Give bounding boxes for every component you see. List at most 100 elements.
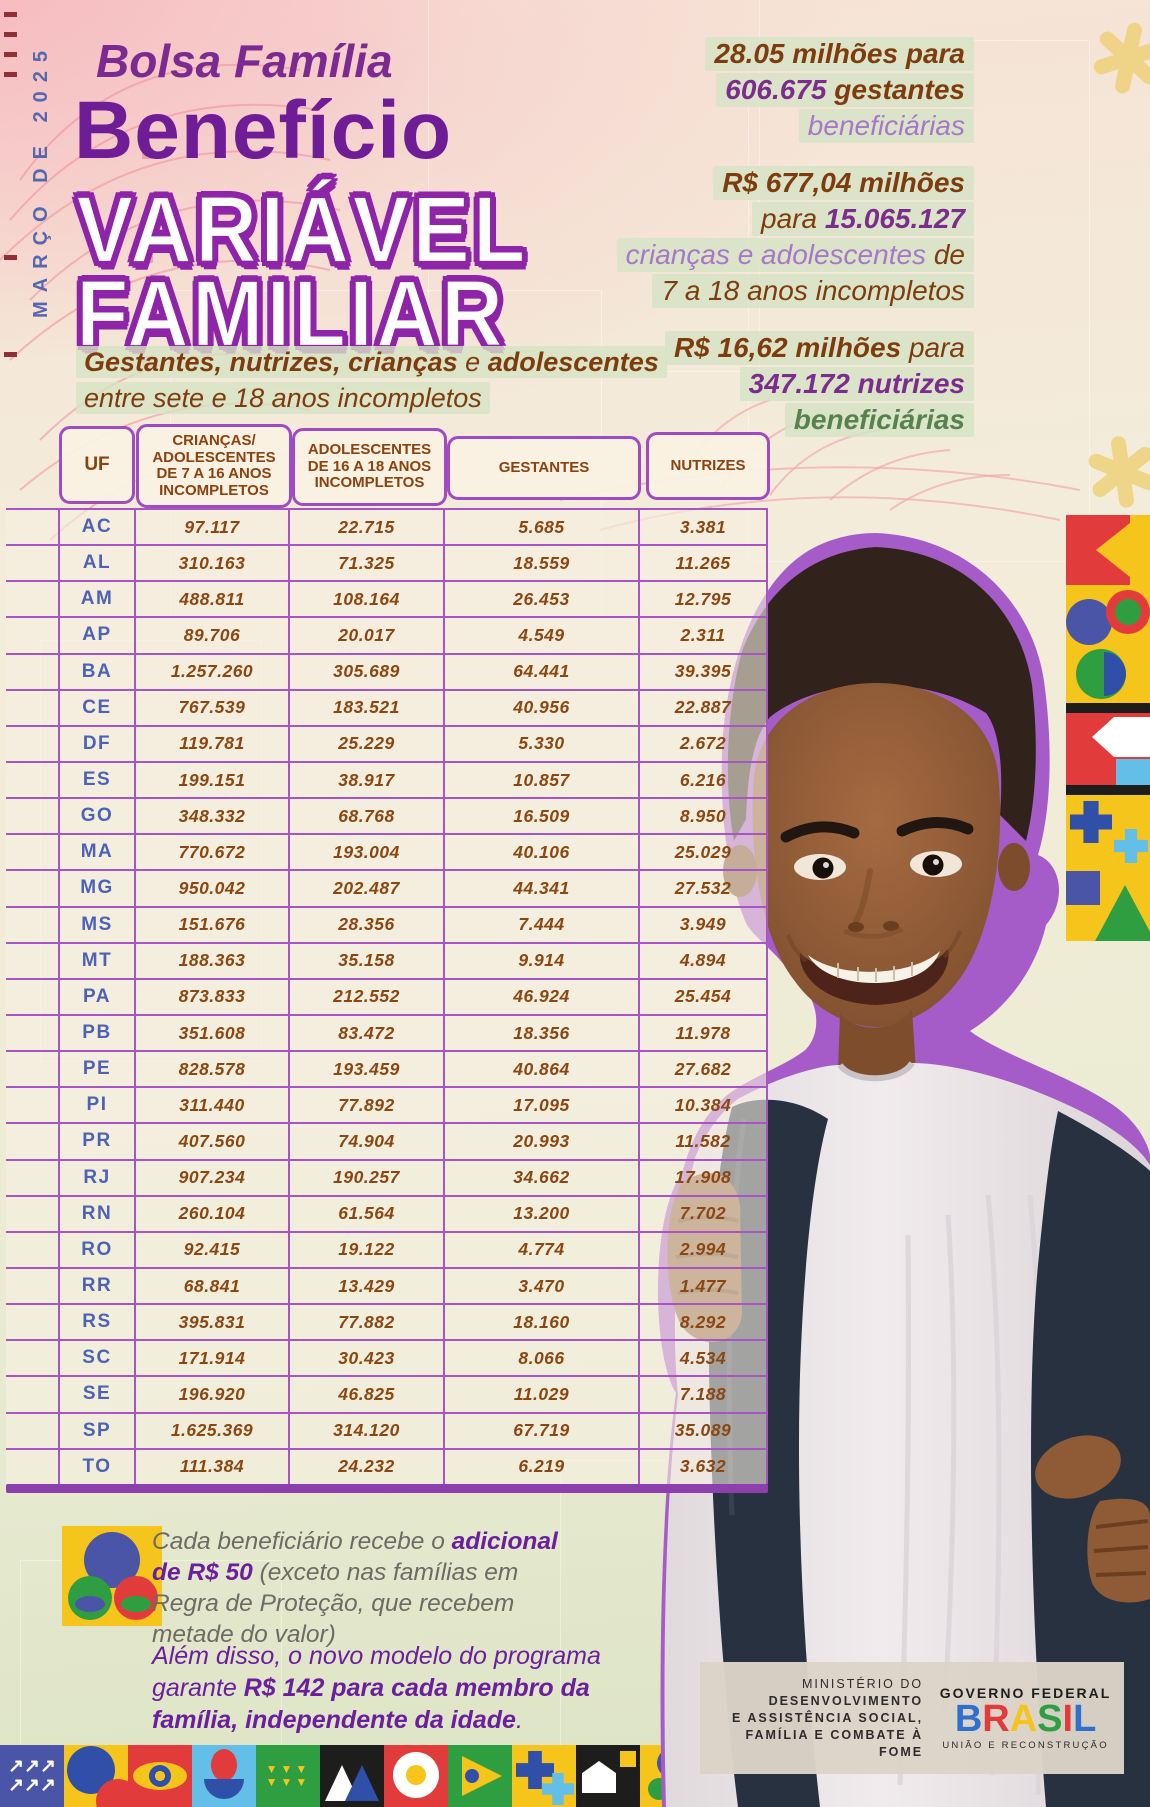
boy-photo xyxy=(657,533,1150,1807)
brasil-wordmark: BRASIL xyxy=(939,1700,1112,1738)
value-cell: 190.257 xyxy=(288,1160,443,1195)
table-row: AM 488.811 108.164 26.453 12.795 xyxy=(6,580,768,617)
value-cell: 68.841 xyxy=(134,1268,288,1304)
value-cell: 35.158 xyxy=(288,943,443,978)
gutter-cell xyxy=(6,1124,58,1159)
uf-cell: SE xyxy=(58,1377,134,1412)
value-cell: 4.774 xyxy=(443,1232,638,1267)
gutter-cell xyxy=(6,1052,58,1087)
gutter-cell xyxy=(6,1341,58,1376)
eye-tile-icon xyxy=(128,1745,192,1807)
stat-line: 7 a 18 anos incompletos xyxy=(354,274,974,308)
value-cell: 13.200 xyxy=(443,1196,638,1231)
value-cell: 10.384 xyxy=(638,1088,768,1123)
gutter-cell xyxy=(6,979,58,1014)
uniao-reconstrucao-tagline: UNIÃO E RECONSTRUÇÃO xyxy=(942,1740,1109,1751)
value-cell: 38.917 xyxy=(288,762,443,798)
value-cell: 3.381 xyxy=(638,510,768,545)
value-cell: 1.257.260 xyxy=(134,654,288,689)
table-row: ES 199.151 38.917 10.857 6.216 xyxy=(6,760,768,798)
value-cell: 24.232 xyxy=(288,1449,443,1484)
gutter-cell xyxy=(6,1268,58,1304)
table-bottom-bar xyxy=(6,1483,768,1493)
benefit-title: Benefício xyxy=(74,85,453,176)
value-cell: 92.415 xyxy=(134,1232,288,1267)
table-row: CE 767.539 183.521 40.956 22.887 xyxy=(6,688,768,725)
pattern-halfdisc-icon xyxy=(1066,647,1150,703)
value-cell: 11.978 xyxy=(638,1015,768,1051)
table-row: MT 188.363 35.158 9.914 4.894 xyxy=(6,941,768,978)
table-row: SE 196.920 46.825 11.029 7.188 xyxy=(6,1375,768,1412)
uf-cell: CE xyxy=(58,690,134,725)
ministry-line: E ASSISTÊNCIA SOCIAL, xyxy=(732,1710,924,1725)
date-vertical-label: MARÇO DE 2025 xyxy=(30,42,52,318)
stat-line: 606.675 gestantes xyxy=(354,73,974,107)
table-row: PB 351.608 83.472 18.356 11.978 xyxy=(6,1013,768,1051)
value-cell: 4.894 xyxy=(638,943,768,978)
dash-decoration xyxy=(4,352,17,357)
uf-cell: AL xyxy=(58,546,134,581)
stat-line: beneficiárias xyxy=(354,109,974,143)
value-cell: 30.423 xyxy=(288,1341,443,1376)
pattern-cross-icon xyxy=(1066,795,1150,869)
value-cell: 18.559 xyxy=(443,546,638,581)
table-row: RR 68.841 13.429 3.470 1.477 xyxy=(6,1266,768,1304)
benefit-title-variavel: VARIÁVEL xyxy=(75,176,529,284)
stat-line: para 15.065.127 xyxy=(354,202,974,236)
table-row: GO 348.332 68.768 16.509 8.950 xyxy=(6,797,768,834)
value-cell: 212.552 xyxy=(288,979,443,1014)
value-cell: 17.908 xyxy=(638,1160,768,1195)
value-cell: 68.768 xyxy=(288,799,443,834)
table-header-row: UF CRIANÇAS/ ADOLESCENTES DE 7 A 16 ANOS… xyxy=(6,424,770,508)
value-cell: 488.811 xyxy=(134,582,288,617)
value-cell: 108.164 xyxy=(288,582,443,617)
value-cell: 3.470 xyxy=(443,1268,638,1304)
table-row: DF 119.781 25.229 5.330 2.672 xyxy=(6,724,768,761)
cross-tile-icon xyxy=(512,1745,576,1807)
government-logo-block: MINISTÉRIO DO DESENVOLVIMENTO E ASSISTÊNCI… xyxy=(700,1662,1124,1774)
table-row: AL 310.163 71.325 18.559 11.265 xyxy=(6,544,768,581)
value-cell: 34.662 xyxy=(443,1160,638,1195)
bolsa-familia-logo-icon xyxy=(62,1526,162,1626)
governo-federal-label: GOVERNO FEDERAL xyxy=(939,1685,1112,1701)
table-body: AC 97.117 22.715 5.685 3.381 AL 310.163 71.325 1… xyxy=(6,508,768,1484)
value-cell: 950.042 xyxy=(134,871,288,906)
table-row: TO 111.384 24.232 6.219 3.632 xyxy=(6,1447,768,1484)
uf-cell: SC xyxy=(58,1341,134,1376)
value-cell: 199.151 xyxy=(134,762,288,798)
uf-cell: PR xyxy=(58,1124,134,1159)
arrows-tile-icon: ↗↗↗ ↗↗↗ xyxy=(0,1745,64,1807)
ministry-text: MINISTÉRIO DO DESENVOLVIMENTO E ASSISTÊNCI… xyxy=(700,1676,923,1761)
value-cell: 12.795 xyxy=(638,582,768,617)
value-cell: 8.950 xyxy=(638,799,768,834)
value-cell: 13.429 xyxy=(288,1268,443,1304)
value-cell: 44.341 xyxy=(443,871,638,906)
stat-line: R$ 16,62 milhões para xyxy=(354,331,974,365)
dash-decoration xyxy=(4,72,17,77)
stat-block: R$ 677,04 milhões para 15.065.127 crianças… xyxy=(354,166,974,308)
uf-cell: AC xyxy=(58,510,134,545)
value-cell: 25.454 xyxy=(638,979,768,1014)
value-cell: 2.672 xyxy=(638,726,768,761)
gutter-cell xyxy=(6,1160,58,1195)
stat-line: 28.05 milhões para xyxy=(354,37,974,71)
subtitle: Gestantes, nutrizes, crianças e adolesce… xyxy=(76,344,667,416)
value-cell: 1.625.369 xyxy=(134,1413,288,1448)
value-cell: 3.632 xyxy=(638,1449,768,1484)
table-row: SP 1.625.369 314.120 67.719 35.089 xyxy=(6,1411,768,1448)
value-cell: 873.833 xyxy=(134,979,288,1014)
pattern-flag-icon xyxy=(1066,515,1150,585)
value-cell: 188.363 xyxy=(134,943,288,978)
table-row: AP 89.706 20.017 4.549 2.311 xyxy=(6,616,768,653)
value-cell: 171.914 xyxy=(134,1341,288,1376)
house-tile-icon xyxy=(576,1745,640,1807)
stat-block: 28.05 milhões para 606.675 gestantes benef… xyxy=(354,37,974,143)
pattern-arrow-icon xyxy=(1066,713,1150,785)
value-cell: 22.887 xyxy=(638,690,768,725)
gutter-cell xyxy=(6,582,58,617)
value-cell: 27.682 xyxy=(638,1052,768,1087)
dash-decoration xyxy=(4,52,17,57)
value-cell: 6.216 xyxy=(638,762,768,798)
value-cell: 314.120 xyxy=(288,1413,443,1448)
value-cell: 25.029 xyxy=(638,835,768,870)
